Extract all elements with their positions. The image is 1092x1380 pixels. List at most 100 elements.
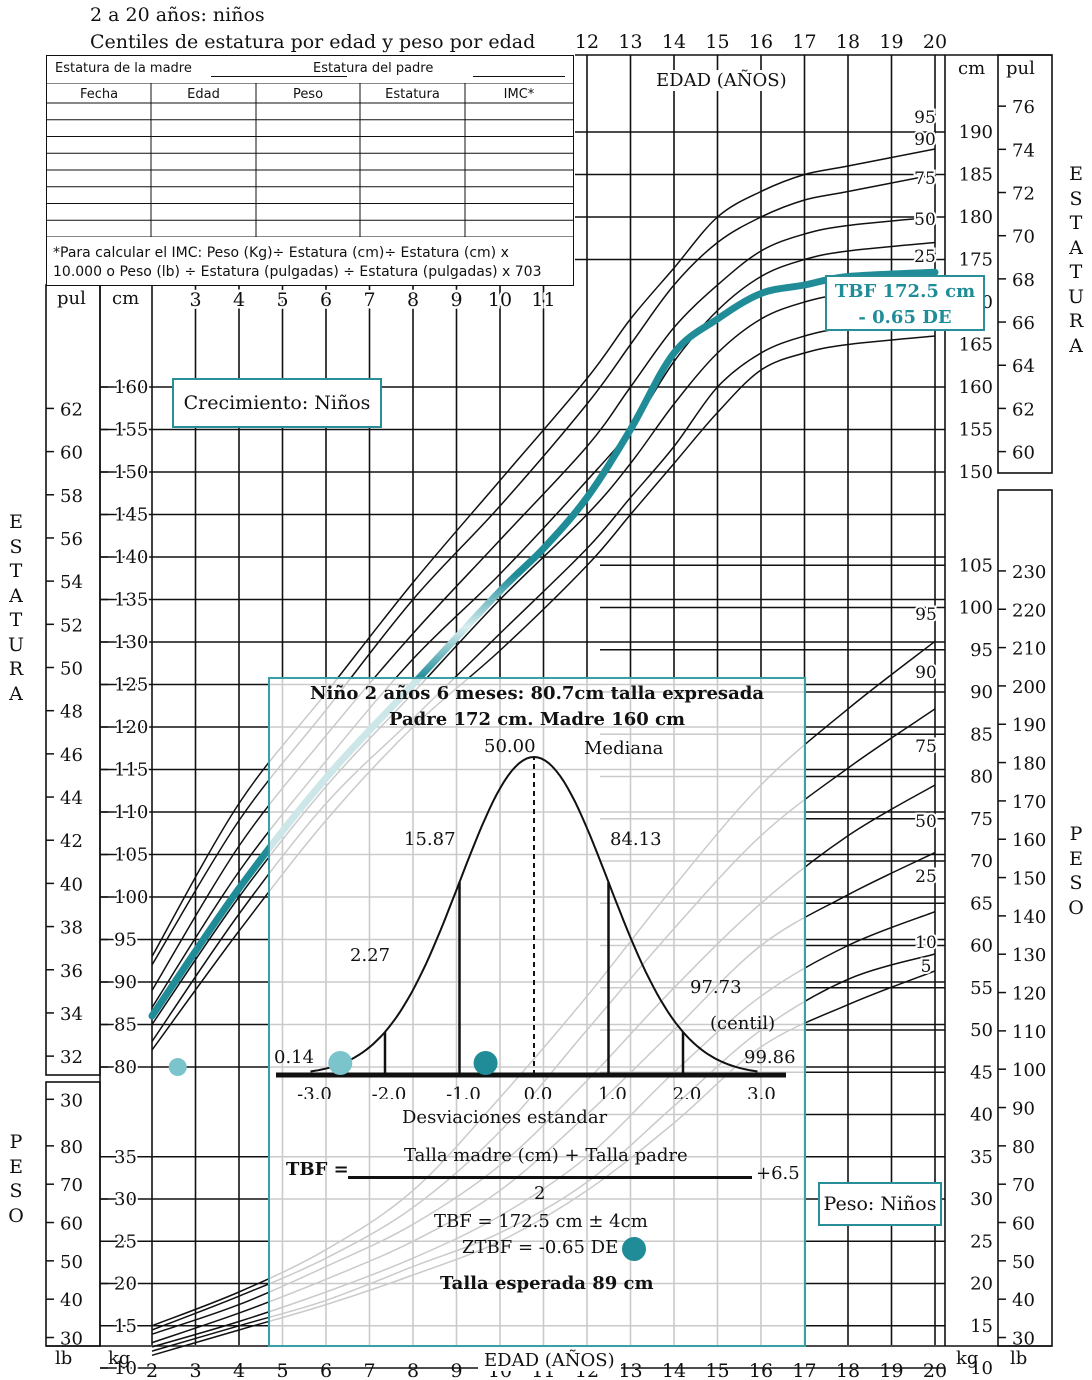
centil-word: (centil) — [710, 1013, 776, 1034]
weight-kg-right-label-85: 85 — [970, 724, 993, 745]
stature-cm-label-115: 115 — [114, 760, 148, 781]
ztbf-dot — [622, 1237, 646, 1261]
age-tick-top-12: 12 — [575, 31, 599, 53]
unit-cm-left: cm — [112, 288, 140, 309]
weight-centile-label-5: 5 — [921, 957, 932, 977]
stature-cm-right-label-160: 160 — [959, 377, 993, 398]
weight-kg-right-label-40: 40 — [970, 1105, 993, 1126]
stature-cm-label-155: 155 — [114, 420, 148, 441]
stature-in-label-62: 62 — [60, 399, 83, 420]
stature-cm-right-label-185: 185 — [959, 165, 993, 186]
weight-lb-right-label-120: 120 — [1012, 984, 1046, 1005]
stature-cm-label-160: 160 — [114, 377, 148, 398]
weight-lb-label-70: 70 — [60, 1175, 83, 1196]
stature-centile-label-25: 25 — [914, 247, 936, 267]
stature-in-label-34: 34 — [60, 1004, 83, 1025]
age-tick-bottom-19: 19 — [879, 1360, 903, 1380]
weight-kg-right-label-50: 50 — [970, 1020, 993, 1041]
stature-cm-label-140: 140 — [114, 547, 148, 568]
age-tick-mid-4: 4 — [233, 289, 245, 311]
age-tick-mid-11: 11 — [531, 289, 555, 311]
stature-cm-label-130: 130 — [114, 632, 148, 653]
stature-cm-right-label-190: 190 — [959, 122, 993, 143]
weight-lb-right-label-30: 30 — [1012, 1329, 1035, 1350]
stature-letter: A — [1069, 334, 1083, 357]
centile-15-87: 15.87 — [404, 829, 456, 850]
age-tick-top-14: 14 — [662, 31, 686, 53]
weight-lb-right-label-180: 180 — [1012, 754, 1046, 775]
weight-lb-right-label-100: 100 — [1012, 1060, 1046, 1081]
weight-lb-label-60: 60 — [60, 1214, 83, 1235]
bmi-note-line2: 10.000 o Peso (lb) ÷ Estatura (pulgadas)… — [53, 264, 542, 280]
stature-cm-label-145: 145 — [114, 505, 148, 526]
weight-letter: O — [8, 1204, 24, 1227]
stature-in-label-38: 38 — [60, 918, 83, 939]
stature-in-label-54: 54 — [60, 572, 83, 593]
age-tick-bottom-13: 13 — [618, 1360, 642, 1380]
median-label: Mediana — [584, 738, 664, 759]
age-axis-label-top: EDAD (AÑOS) — [650, 70, 793, 91]
result-ztbf: ZTBF = -0.65 DE — [462, 1237, 619, 1258]
result-tbf: TBF = 172.5 cm ± 4cm — [434, 1211, 648, 1232]
weight-letter: S — [1069, 872, 1083, 894]
mother-height-line[interactable] — [211, 76, 347, 77]
stature-cm-label-80: 80 — [114, 1057, 137, 1078]
weight-boys-box: Peso: Niños — [818, 1182, 942, 1226]
weight-kg-right-label-60: 60 — [970, 936, 993, 957]
age-tick-top-18: 18 — [836, 31, 860, 53]
father-height-line[interactable] — [473, 76, 565, 77]
stature-in-label-58: 58 — [60, 486, 83, 507]
age-tick-bottom-2: 2 — [146, 1360, 158, 1380]
age-tick-bottom-16: 16 — [749, 1360, 773, 1380]
weight-kg-right-label-65: 65 — [970, 893, 993, 914]
weight-lb-right-label-160: 160 — [1012, 830, 1046, 851]
normal-curve: -3.0 -2.0 -1.0 0.0 1.0 2.0 3.0 — [276, 755, 786, 1099]
bmi-note-line1: *Para calcular el IMC: Peso (Kg)÷ Estatu… — [53, 245, 509, 261]
record-table: Estatura de la madre Estatura del padre … — [46, 55, 574, 286]
unit-lb-left: lb — [55, 1348, 73, 1369]
stature-cm-label-85: 85 — [114, 1015, 137, 1036]
result-expected-height: Talla esperada 89 cm — [440, 1273, 654, 1294]
sd-tick-1.0: 1.0 — [598, 1084, 627, 1099]
sd-tick--3.0: -3.0 — [297, 1084, 332, 1099]
weight-lb-label-30: 30 — [60, 1329, 83, 1350]
age-tick-top-15: 15 — [705, 31, 729, 53]
age-tick-mid-10: 10 — [488, 289, 512, 311]
age-tick-bottom-17: 17 — [792, 1360, 816, 1380]
stature-letter: A — [9, 584, 23, 607]
stature-in-right-label-64: 64 — [1012, 356, 1035, 377]
sd-tick--1.0: -1.0 — [446, 1084, 481, 1099]
weight-lb-right-label-60: 60 — [1012, 1214, 1035, 1235]
stature-cm-label-120: 120 — [114, 717, 148, 738]
unit-cm-right: cm — [958, 58, 986, 79]
unit-pul-right: pul — [1006, 58, 1035, 79]
stature-cm-label-150: 150 — [114, 462, 148, 483]
table-header-1: Edad — [187, 87, 220, 102]
weight-kg-right-label-70: 70 — [970, 851, 993, 872]
weight-letter: O — [1068, 896, 1084, 919]
stature-cm-label-110: 110 — [114, 802, 148, 823]
stature-in-label-36: 36 — [60, 961, 83, 982]
stature-in-right-label-72: 72 — [1012, 184, 1035, 205]
centile-84-13: 84.13 — [610, 829, 662, 850]
child-measurement-dot — [168, 1058, 187, 1077]
age-tick-top-13: 13 — [618, 31, 642, 53]
tbf-sd-dot — [473, 1051, 498, 1075]
table-header-3: Estatura — [385, 87, 440, 102]
weight-kg-right-label-55: 55 — [970, 978, 993, 999]
weight-kg-right-label-105: 105 — [959, 555, 993, 576]
stature-centile-label-90: 90 — [914, 130, 936, 150]
stature-letter: S — [1069, 187, 1083, 210]
age-tick-mid-8: 8 — [407, 289, 419, 311]
weight-kg-label-30: 30 — [114, 1189, 137, 1210]
stature-letter: R — [1068, 310, 1084, 332]
age-tick-mid-6: 6 — [320, 289, 332, 311]
father-height-label: Estatura del padre — [313, 61, 434, 76]
stature-cm-right-label-155: 155 — [959, 420, 993, 441]
weight-centile-label-10: 10 — [915, 933, 937, 953]
weight-lb-right-label-110: 110 — [1012, 1022, 1046, 1043]
weight-lb-right-label-70: 70 — [1012, 1175, 1035, 1196]
table-header-2: Peso — [293, 87, 323, 102]
chart-subtitle: 2 a 20 años: niños — [90, 4, 265, 26]
